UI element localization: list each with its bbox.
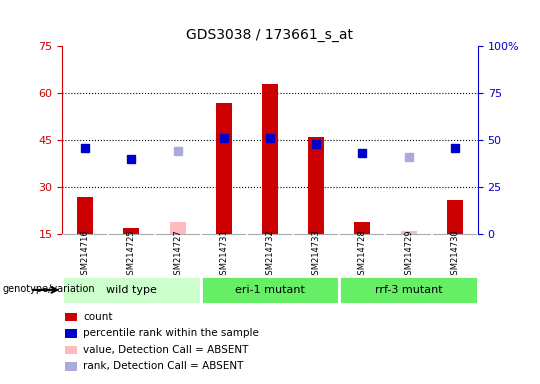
Text: GSM214732: GSM214732	[266, 229, 274, 280]
Text: GSM214731: GSM214731	[219, 229, 228, 280]
Bar	[354, 222, 370, 234]
Text: count: count	[83, 312, 113, 322]
Title: GDS3038 / 173661_s_at: GDS3038 / 173661_s_at	[186, 28, 354, 42]
FancyBboxPatch shape	[62, 276, 201, 304]
FancyBboxPatch shape	[339, 276, 478, 304]
Text: GSM214729: GSM214729	[404, 229, 413, 280]
Bar	[170, 222, 186, 234]
Text: GSM214733: GSM214733	[312, 229, 321, 280]
Text: GSM214727: GSM214727	[173, 229, 182, 280]
Bar	[447, 200, 463, 234]
Text: value, Detection Call = ABSENT: value, Detection Call = ABSENT	[83, 345, 248, 355]
Bar	[401, 231, 417, 234]
Bar	[308, 137, 325, 234]
Text: percentile rank within the sample: percentile rank within the sample	[83, 328, 259, 338]
Text: GSM214716: GSM214716	[80, 229, 90, 280]
Text: GSM214725: GSM214725	[127, 229, 136, 280]
Text: GSM214728: GSM214728	[358, 229, 367, 280]
Bar	[77, 197, 93, 234]
Bar	[262, 84, 278, 234]
Text: wild type: wild type	[106, 285, 157, 295]
Text: rank, Detection Call = ABSENT: rank, Detection Call = ABSENT	[83, 361, 244, 371]
Bar	[123, 228, 139, 234]
Text: rrf-3 mutant: rrf-3 mutant	[375, 285, 442, 295]
Bar	[215, 103, 232, 234]
Text: genotype/variation: genotype/variation	[3, 284, 96, 294]
Text: eri-1 mutant: eri-1 mutant	[235, 285, 305, 295]
Text: GSM214730: GSM214730	[450, 229, 460, 280]
FancyBboxPatch shape	[201, 276, 339, 304]
